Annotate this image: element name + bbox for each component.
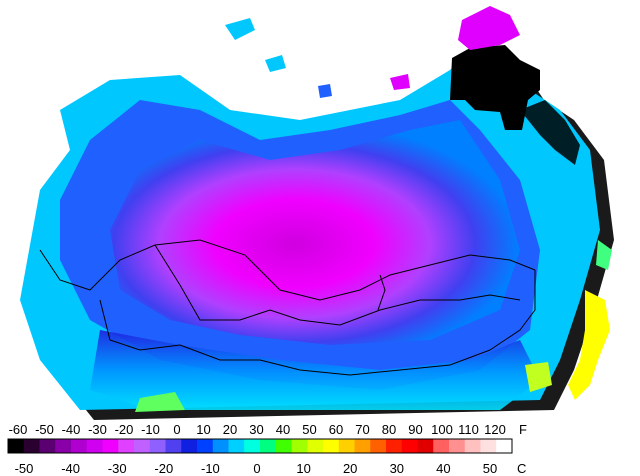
scale-color-swatch xyxy=(433,439,450,453)
color-scale-bar xyxy=(7,438,513,454)
fahrenheit-tick-label: 0 xyxy=(173,422,180,437)
southern-band xyxy=(90,330,540,410)
scale-color-swatch xyxy=(449,439,466,453)
scale-color-swatch xyxy=(134,439,151,453)
celsius-tick-label: -30 xyxy=(108,461,127,476)
fahrenheit-ticks: -60 -50 -40 -30 -20 -10 0 10 20 30 40 50 60 70 80 90 100… xyxy=(9,422,506,437)
eastern-peninsula xyxy=(520,100,580,165)
fahrenheit-tick-label: 110 xyxy=(458,422,479,437)
scale-color-swatch xyxy=(212,439,229,453)
extreme-cold-zone xyxy=(450,45,540,130)
scale-color-swatch xyxy=(39,439,56,453)
temperature-legend: -60 -50 -40 -30 -20 -10 0 10 20 30 40 50 60 70 80 90 100… xyxy=(7,422,527,476)
fahrenheit-tick-label: 80 xyxy=(382,422,396,437)
scale-color-swatch xyxy=(102,439,119,453)
scale-color-swatch xyxy=(307,439,324,453)
temperature-map xyxy=(20,6,614,420)
fahrenheit-tick-label: 60 xyxy=(329,422,343,437)
fahrenheit-tick-label: 100 xyxy=(431,422,453,437)
scale-color-swatch xyxy=(23,439,40,453)
scale-color-swatch xyxy=(244,439,261,453)
scale-color-swatch xyxy=(323,439,340,453)
fahrenheit-tick-label: 40 xyxy=(276,422,290,437)
fahrenheit-tick-label: -50 xyxy=(35,422,54,437)
celsius-tick-label: 30 xyxy=(390,461,404,476)
arctic-island-4 xyxy=(318,84,332,98)
scale-color-swatch xyxy=(118,439,135,453)
celsius-tick-label: -10 xyxy=(201,461,220,476)
scale-color-swatch xyxy=(197,439,214,453)
scale-color-swatch xyxy=(370,439,387,453)
fahrenheit-tick-label: -20 xyxy=(115,422,134,437)
scale-color-swatch xyxy=(275,439,292,453)
fahrenheit-tick-label: 20 xyxy=(223,422,237,437)
celsius-tick-label: 10 xyxy=(296,461,310,476)
celsius-tick-label: -20 xyxy=(154,461,173,476)
celsius-tick-label: -40 xyxy=(61,461,80,476)
celsius-tick-label: 20 xyxy=(343,461,357,476)
fahrenheit-tick-label: 70 xyxy=(355,422,369,437)
scale-color-swatch xyxy=(464,439,481,453)
scale-color-swatch xyxy=(8,439,25,453)
scale-color-swatch xyxy=(181,439,198,453)
scale-color-swatch xyxy=(417,439,434,453)
scale-color-swatch xyxy=(338,439,355,453)
celsius-tick-label: 0 xyxy=(253,461,260,476)
scale-color-swatch xyxy=(496,439,513,453)
celsius-tick-label: 40 xyxy=(436,461,450,476)
sakhalin xyxy=(560,245,578,280)
fahrenheit-tick-label: -60 xyxy=(9,422,28,437)
fahrenheit-tick-label: 10 xyxy=(196,422,210,437)
arctic-island-3 xyxy=(390,74,410,90)
cold-zone xyxy=(110,120,520,345)
scale-color-swatch xyxy=(401,439,418,453)
country-borders xyxy=(39,239,536,376)
scale-color-swatch xyxy=(354,439,371,453)
warm-patch-se xyxy=(525,362,552,392)
fahrenheit-tick-label: -10 xyxy=(141,422,160,437)
scale-color-swatch xyxy=(260,439,277,453)
fahrenheit-tick-label: -30 xyxy=(88,422,107,437)
warm-patch-sw xyxy=(135,392,185,412)
japan-islands-green xyxy=(596,240,612,270)
scale-color-swatch xyxy=(71,439,88,453)
scale-color-swatch xyxy=(86,439,103,453)
scale-color-swatch xyxy=(480,439,497,453)
celsius-tick-label: 50 xyxy=(483,461,497,476)
celsius-tick-label: -50 xyxy=(15,461,34,476)
fahrenheit-unit: F xyxy=(519,422,527,437)
scale-color-swatch xyxy=(149,439,166,453)
scale-color-swatch xyxy=(291,439,308,453)
arctic-island-2 xyxy=(265,55,286,72)
celsius-ticks: -50 -40 -30 -20 -10 0 10 20 30 40 50 xyxy=(15,461,498,476)
celsius-unit: C xyxy=(517,461,526,476)
fahrenheit-tick-label: 90 xyxy=(408,422,422,437)
fahrenheit-tick-label: 120 xyxy=(484,422,506,437)
scale-color-swatch xyxy=(55,439,72,453)
scale-color-swatch xyxy=(165,439,182,453)
scale-color-swatch xyxy=(386,439,403,453)
scale-color-swatch xyxy=(228,439,245,453)
japan-islands xyxy=(568,290,610,400)
scale-border xyxy=(7,438,513,454)
fahrenheit-tick-label: -40 xyxy=(62,422,81,437)
fahrenheit-tick-label: 30 xyxy=(249,422,263,437)
fahrenheit-tick-label: 50 xyxy=(302,422,316,437)
arctic-island-1 xyxy=(225,18,255,40)
northeast-peninsula xyxy=(458,6,520,50)
